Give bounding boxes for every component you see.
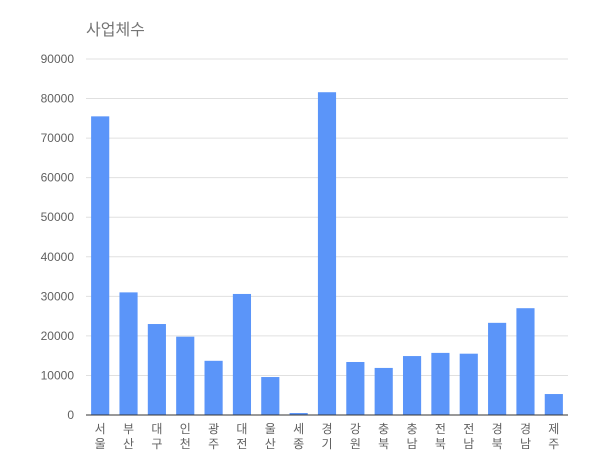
bar-광주[interactable] — [204, 360, 223, 415]
bar-제주[interactable] — [544, 394, 563, 415]
bar-대구[interactable] — [147, 324, 166, 415]
bar-전북[interactable] — [431, 352, 450, 415]
y-tick-label: 90000 — [41, 52, 75, 66]
y-tick-label: 30000 — [41, 289, 75, 303]
y-tick-label: 80000 — [41, 92, 75, 106]
bar-세종[interactable] — [289, 413, 308, 415]
bar-강원[interactable] — [346, 361, 365, 415]
bar-울산[interactable] — [261, 377, 280, 415]
y-axis-ticks: 0 10000 20000 30000 40000 50000 60000 70000 8000… — [41, 52, 75, 422]
bar-충북[interactable] — [374, 367, 393, 415]
bar-전남[interactable] — [459, 353, 478, 415]
bar-경기[interactable] — [317, 92, 337, 415]
chart-title: 사업체수 — [86, 20, 145, 39]
x-axis-labels: 서 울 부 산 대 구 인 천 광 주 대 전 울 산 세 종 경 기 강 원 충 북 충 남 전 북 전 남 경 북 경 남 제 주 — [95, 422, 560, 451]
y-tick-label: 20000 — [41, 329, 75, 343]
y-tick-label: 0 — [67, 408, 74, 422]
bar-경북[interactable] — [488, 322, 507, 415]
bar-부산[interactable] — [119, 292, 138, 415]
bar-충남[interactable] — [402, 356, 422, 415]
y-tick-label: 60000 — [41, 171, 75, 185]
bar-서울[interactable] — [91, 116, 110, 415]
bar-대전[interactable] — [232, 293, 252, 415]
bars — [91, 92, 563, 415]
y-tick-label: 70000 — [41, 131, 75, 145]
y-tick-label: 50000 — [41, 210, 75, 224]
bar-인천[interactable] — [176, 336, 195, 415]
bar-경남[interactable] — [516, 308, 535, 415]
y-tick-label: 40000 — [41, 250, 75, 264]
y-tick-label: 10000 — [41, 368, 75, 382]
